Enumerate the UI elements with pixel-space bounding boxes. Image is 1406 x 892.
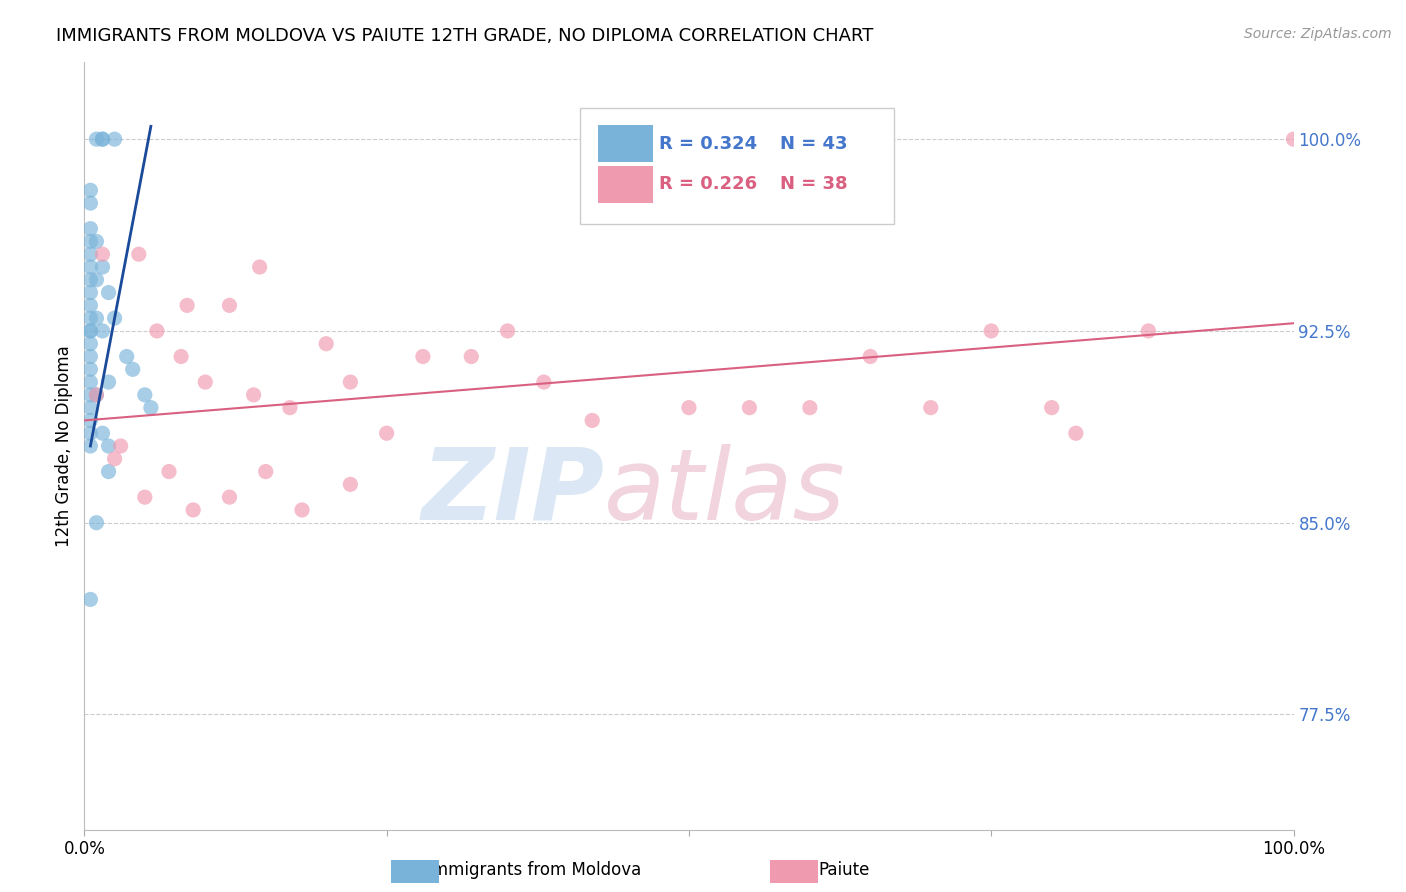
Point: [86, 132, 108, 146]
Point: [859, 350, 882, 364]
Point: [79, 298, 101, 312]
Point: [79, 388, 101, 402]
Point: [79, 592, 101, 607]
Point: [412, 350, 434, 364]
Point: [97, 439, 120, 453]
Point: [291, 503, 314, 517]
Point: [91, 132, 114, 146]
Text: Immigrants from Moldova: Immigrants from Moldova: [427, 861, 641, 879]
Point: [181, 503, 204, 517]
Point: [533, 375, 555, 389]
Point: [86, 516, 108, 530]
Point: [86, 388, 108, 402]
Point: [134, 388, 156, 402]
Point: [86, 235, 108, 249]
Point: [91, 260, 114, 274]
Point: [79, 311, 101, 326]
Point: [920, 401, 942, 415]
Text: R = 0.324: R = 0.324: [659, 135, 756, 153]
Point: [79, 247, 101, 261]
Point: [375, 426, 398, 441]
Point: [678, 401, 700, 415]
Point: [79, 196, 101, 211]
Point: [79, 285, 101, 300]
Point: [1282, 132, 1305, 146]
Point: [1040, 401, 1063, 415]
Point: [79, 221, 101, 235]
Point: [97, 375, 120, 389]
Point: [218, 298, 240, 312]
Point: [86, 311, 108, 326]
FancyBboxPatch shape: [581, 109, 894, 224]
Text: ZIP: ZIP: [422, 443, 605, 541]
Point: [91, 132, 114, 146]
Point: [278, 401, 301, 415]
Point: [91, 247, 114, 261]
Point: [128, 247, 150, 261]
Text: R = 0.226: R = 0.226: [659, 176, 756, 194]
Point: [79, 324, 101, 338]
Point: [460, 350, 482, 364]
Point: [581, 413, 603, 427]
Point: [79, 401, 101, 415]
Y-axis label: 12th Grade, No Diploma: 12th Grade, No Diploma: [55, 345, 73, 547]
Point: [218, 490, 240, 504]
Point: [315, 336, 337, 351]
Point: [79, 439, 101, 453]
Text: IMMIGRANTS FROM MOLDOVA VS PAIUTE 12TH GRADE, NO DIPLOMA CORRELATION CHART: IMMIGRANTS FROM MOLDOVA VS PAIUTE 12TH G…: [56, 27, 873, 45]
Point: [139, 401, 162, 415]
Point: [79, 375, 101, 389]
Point: [104, 311, 127, 326]
Text: N = 43: N = 43: [780, 135, 848, 153]
Point: [121, 362, 143, 376]
Point: [799, 401, 821, 415]
Text: Source: ZipAtlas.com: Source: ZipAtlas.com: [1244, 27, 1392, 41]
Point: [339, 375, 361, 389]
Point: [242, 388, 264, 402]
Text: Paiute: Paiute: [818, 861, 869, 879]
Point: [97, 285, 120, 300]
Point: [170, 350, 193, 364]
Point: [176, 298, 198, 312]
Point: [97, 465, 120, 479]
Point: [134, 490, 156, 504]
Point: [738, 401, 761, 415]
Point: [146, 324, 169, 338]
Point: [79, 413, 101, 427]
Point: [1137, 324, 1160, 338]
Point: [91, 324, 114, 338]
Point: [194, 375, 217, 389]
Point: [79, 324, 101, 338]
FancyBboxPatch shape: [599, 166, 652, 202]
Point: [157, 465, 180, 479]
Point: [79, 235, 101, 249]
Point: [1064, 426, 1087, 441]
Point: [86, 273, 108, 287]
Point: [79, 426, 101, 441]
Point: [980, 324, 1002, 338]
Point: [79, 273, 101, 287]
Point: [249, 260, 271, 274]
Point: [104, 132, 127, 146]
Point: [79, 183, 101, 197]
Point: [79, 362, 101, 376]
FancyBboxPatch shape: [599, 126, 652, 162]
Point: [339, 477, 361, 491]
Point: [104, 451, 127, 466]
Point: [115, 350, 138, 364]
Point: [79, 260, 101, 274]
Point: [91, 426, 114, 441]
Text: N = 38: N = 38: [780, 176, 848, 194]
Point: [79, 350, 101, 364]
Point: [79, 336, 101, 351]
Point: [254, 465, 277, 479]
Point: [86, 388, 108, 402]
Point: [496, 324, 519, 338]
Point: [110, 439, 132, 453]
Text: atlas: atlas: [605, 443, 846, 541]
